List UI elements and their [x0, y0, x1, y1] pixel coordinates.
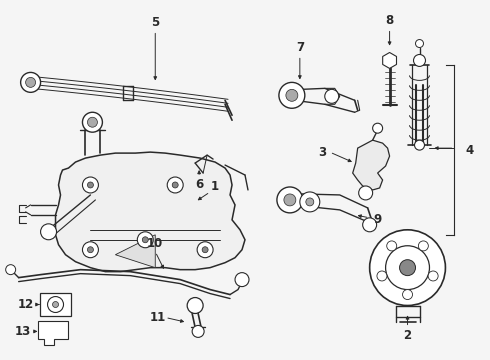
Circle shape [369, 230, 445, 306]
Text: 5: 5 [151, 16, 159, 29]
Text: 4: 4 [465, 144, 473, 157]
Circle shape [325, 89, 339, 103]
Polygon shape [353, 140, 390, 190]
Text: 3: 3 [318, 145, 326, 159]
Circle shape [187, 298, 203, 314]
Polygon shape [115, 235, 155, 268]
Circle shape [142, 237, 148, 243]
Circle shape [167, 177, 183, 193]
Text: 9: 9 [373, 213, 382, 226]
Circle shape [286, 89, 298, 101]
Circle shape [416, 40, 423, 48]
Circle shape [300, 192, 320, 212]
Circle shape [48, 297, 64, 312]
Text: 2: 2 [403, 329, 412, 342]
Circle shape [306, 198, 314, 206]
Circle shape [386, 246, 429, 289]
Circle shape [284, 194, 296, 206]
Circle shape [82, 242, 98, 258]
Text: 12: 12 [18, 298, 34, 311]
Circle shape [403, 289, 413, 300]
Polygon shape [55, 152, 245, 272]
Circle shape [6, 265, 16, 275]
Circle shape [137, 232, 153, 248]
Circle shape [377, 271, 387, 281]
Text: 6: 6 [195, 179, 203, 192]
Circle shape [87, 117, 98, 127]
Circle shape [415, 140, 424, 150]
Text: 1: 1 [211, 180, 219, 193]
Circle shape [363, 218, 377, 232]
Text: 13: 13 [15, 325, 31, 338]
Circle shape [87, 182, 94, 188]
Circle shape [277, 187, 303, 213]
Text: 11: 11 [150, 311, 167, 324]
Circle shape [192, 325, 204, 337]
Circle shape [372, 123, 383, 133]
Circle shape [235, 273, 249, 287]
Circle shape [82, 112, 102, 132]
Circle shape [414, 54, 425, 67]
Circle shape [52, 302, 58, 307]
Circle shape [202, 247, 208, 253]
Text: 8: 8 [386, 14, 393, 27]
Text: 7: 7 [296, 41, 304, 54]
Circle shape [418, 241, 428, 251]
Circle shape [41, 224, 56, 240]
Circle shape [428, 271, 438, 281]
Circle shape [25, 77, 36, 87]
Polygon shape [383, 53, 396, 68]
Circle shape [197, 242, 213, 258]
FancyBboxPatch shape [40, 293, 72, 316]
Circle shape [82, 177, 98, 193]
Polygon shape [38, 321, 68, 345]
Circle shape [387, 241, 397, 251]
Circle shape [172, 182, 178, 188]
Text: 10: 10 [147, 237, 163, 250]
Circle shape [279, 82, 305, 108]
Circle shape [359, 186, 372, 200]
Circle shape [399, 260, 416, 276]
Circle shape [87, 247, 94, 253]
Circle shape [21, 72, 41, 92]
